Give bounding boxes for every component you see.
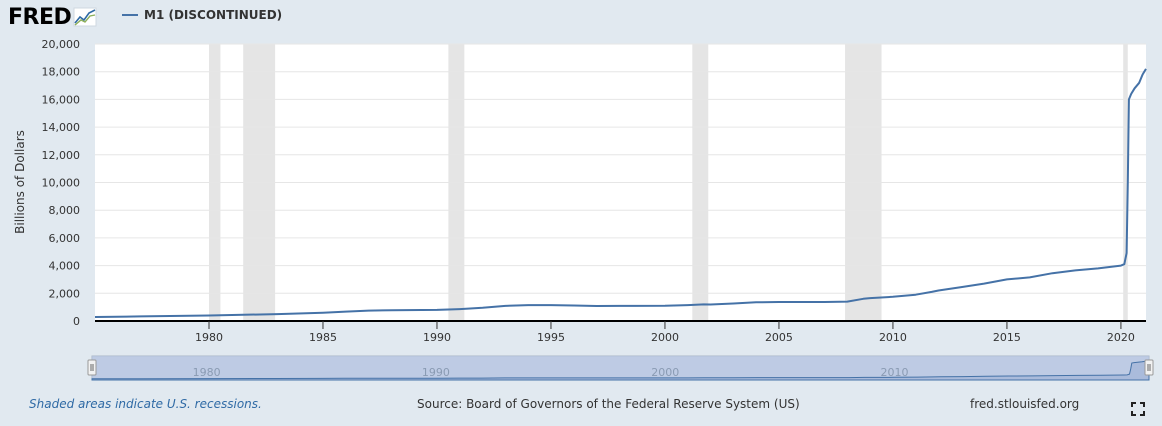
- trend-chart-icon: [73, 7, 97, 27]
- legend-label: M1 (DISCONTINUED): [144, 8, 283, 22]
- recession-note: Shaded areas indicate U.S. recessions.: [29, 397, 262, 411]
- site-link[interactable]: fred.stlouisfed.org: [970, 397, 1080, 411]
- x-tick-label: 2020: [1107, 331, 1135, 344]
- navigator-tick-label: 1990: [422, 366, 450, 379]
- x-tick-label: 1990: [423, 331, 451, 344]
- x-tick-label: 1985: [309, 331, 337, 344]
- chart[interactable]: 0 2,000 4,000 6,000 8,000 10,000 12,000 14,000 1…: [0, 0, 1162, 390]
- logo-text: FRED: [8, 4, 72, 30]
- x-tick-label: 2005: [765, 331, 793, 344]
- navigator-handle-right[interactable]: [1144, 359, 1154, 376]
- y-tick-label: 6,000: [49, 232, 81, 245]
- navigator-series: [91, 360, 1150, 381]
- y-tick-label: 0: [73, 315, 80, 328]
- y-tick-label: 4,000: [49, 260, 81, 273]
- navigator-tick-label: 2000: [651, 366, 679, 379]
- x-tick-label: 1980: [195, 331, 223, 344]
- x-tick-label: 2010: [879, 331, 907, 344]
- x-tick-label: 2015: [993, 331, 1021, 344]
- legend-swatch: [122, 14, 138, 16]
- series-line-m1[interactable]: [94, 68, 1147, 318]
- y-tick-label: 2,000: [49, 287, 81, 300]
- y-tick-label: 10,000: [42, 177, 81, 190]
- navigator-tick-label: 2010: [880, 366, 908, 379]
- fred-logo[interactable]: FRED: [8, 4, 98, 30]
- x-tick-label: 2000: [651, 331, 679, 344]
- source-text: Source: Board of Governors of the Federa…: [417, 397, 800, 411]
- fullscreen-icon[interactable]: [1131, 402, 1145, 416]
- y-tick-label: 18,000: [42, 66, 81, 79]
- y-tick-label: 8,000: [49, 204, 81, 217]
- y-tick-label: 16,000: [42, 93, 81, 106]
- y-axis-label: Billions of Dollars: [13, 130, 27, 234]
- y-tick-label: 20,000: [42, 38, 81, 51]
- navigator-tick-label: 1980: [193, 366, 221, 379]
- navigator-handle-left[interactable]: [87, 359, 97, 376]
- y-tick-label: 12,000: [42, 149, 81, 162]
- y-tick-label: 14,000: [42, 121, 81, 134]
- x-tick-label: 1995: [537, 331, 565, 344]
- legend[interactable]: M1 (DISCONTINUED): [122, 8, 282, 22]
